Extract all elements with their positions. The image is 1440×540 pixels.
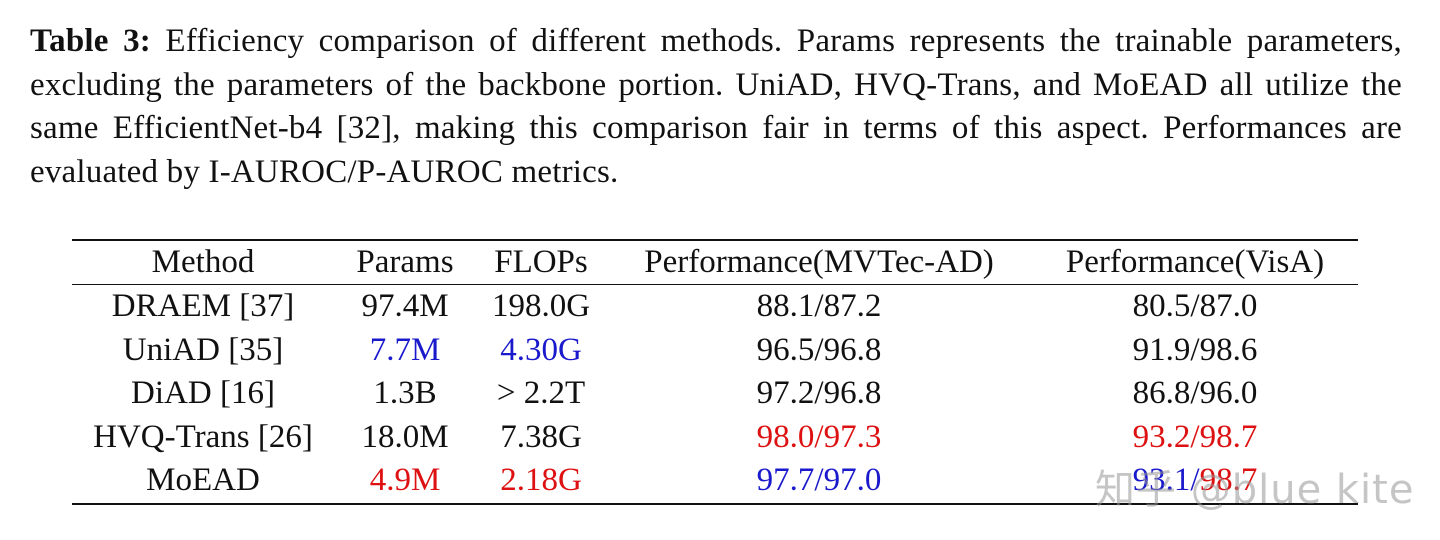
efficiency-table-container: Method Params FLOPs Performance(MVTec-AD…	[72, 239, 1358, 505]
header-method: Method	[151, 244, 255, 280]
header-flops: FLOPs	[494, 244, 588, 280]
cell-params: 7.7M	[369, 331, 441, 368]
cell-flops: 4.30G	[500, 331, 582, 368]
cell-params: 97.4M	[361, 288, 449, 325]
cell-mvtec: 98.0/97.3	[756, 418, 882, 455]
table-row: HVQ-Trans [26] 18.0M 7.38G 98.0/97.3 93.…	[72, 416, 1358, 460]
cell-visa: 93.2/98.7	[1132, 418, 1258, 455]
header-performance-visa: Performance(VisA)	[1065, 244, 1325, 280]
header-performance-mvtec: Performance(MVTec-AD)	[644, 244, 994, 280]
cell-flops: > 2.2T	[496, 375, 586, 412]
table-row: DRAEM [37] 97.4M 198.0G 88.1/87.2 80.5/8…	[72, 285, 1358, 329]
cell-visa: 91.9/98.6	[1132, 331, 1258, 368]
cell-method: UniAD [35]	[122, 331, 284, 368]
cell-flops: 2.18G	[500, 462, 582, 499]
cell-flops: 7.38G	[500, 418, 582, 455]
cell-visa-separator: /	[1190, 462, 1200, 499]
table-header-row: Method Params FLOPs Performance(MVTec-AD…	[72, 240, 1358, 285]
cell-mvtec: 97.2/96.8	[756, 375, 882, 412]
table-caption: Table 3: Efficiency comparison of differ…	[30, 20, 1402, 194]
cell-method: MoEAD	[146, 462, 260, 499]
efficiency-table: Method Params FLOPs Performance(MVTec-AD…	[72, 239, 1358, 505]
cell-visa-i-auroc: 93.1	[1132, 462, 1191, 499]
cell-method: HVQ-Trans [26]	[93, 418, 313, 455]
cell-method: DiAD [16]	[131, 375, 275, 412]
cell-visa: 86.8/96.0	[1132, 375, 1258, 412]
cell-params: 4.9M	[369, 462, 441, 499]
cell-mvtec: 97.7/97.0	[756, 462, 882, 499]
caption-label: Table 3:	[30, 23, 151, 59]
cell-mvtec: 96.5/96.8	[756, 331, 882, 368]
cell-mvtec: 88.1/87.2	[756, 288, 882, 325]
cell-visa: 93.1/98.7	[1032, 459, 1358, 504]
cell-params: 18.0M	[361, 418, 449, 455]
table-row: MoEAD 4.9M 2.18G 97.7/97.0 93.1/98.7	[72, 459, 1358, 504]
table-row: UniAD [35] 7.7M 4.30G 96.5/96.8 91.9/98.…	[72, 329, 1358, 373]
cell-visa: 80.5/87.0	[1132, 288, 1258, 325]
cell-visa-p-auroc: 98.7	[1199, 462, 1258, 499]
cell-params: 1.3B	[373, 375, 437, 412]
caption-text: Efficiency comparison of different metho…	[30, 23, 1402, 190]
table-row: DiAD [16] 1.3B > 2.2T 97.2/96.8 86.8/96.…	[72, 372, 1358, 416]
cell-method: DRAEM [37]	[111, 288, 295, 325]
cell-flops: 198.0G	[491, 288, 591, 325]
header-params: Params	[356, 244, 454, 280]
